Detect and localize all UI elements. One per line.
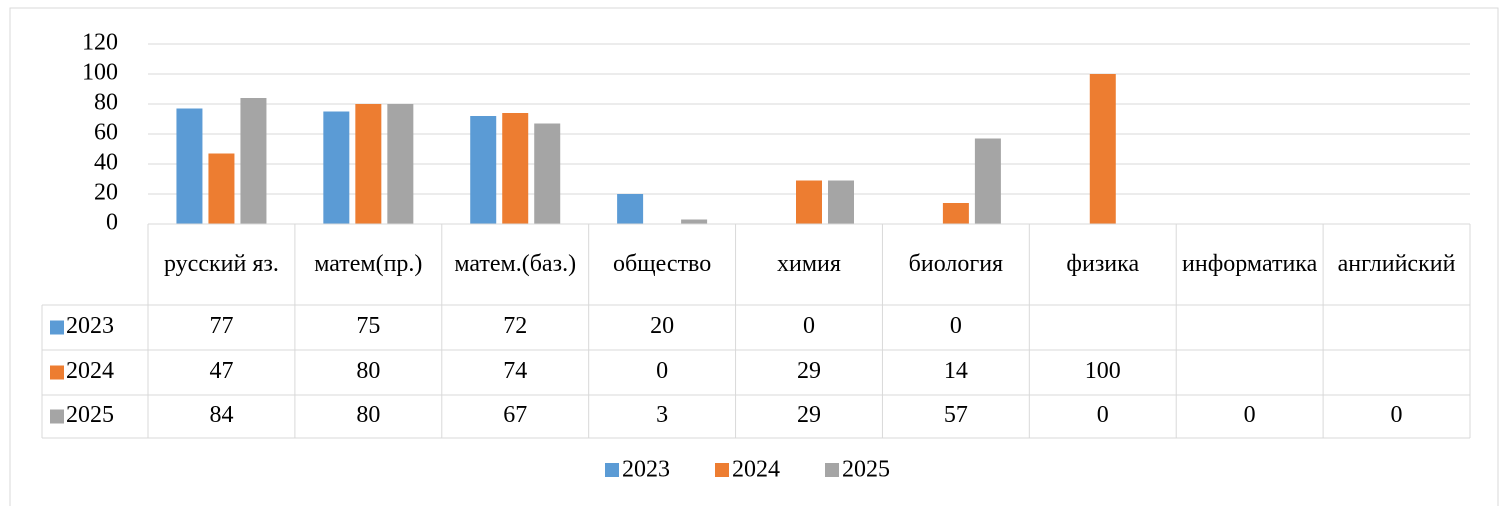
table-value: 72: [503, 313, 527, 339]
series-name: 2024: [66, 358, 114, 384]
y-tick-label: 20: [94, 180, 118, 206]
table-value: 20: [650, 313, 674, 339]
bar: [470, 116, 497, 224]
category-label: информатика: [1182, 251, 1318, 277]
chart-border: [9, 7, 1499, 506]
bar: [387, 104, 414, 224]
y-tick-label: 60: [94, 120, 118, 146]
table-value: 0: [1097, 402, 1109, 428]
series-name: 2025: [66, 402, 114, 428]
table-value: 80: [356, 402, 380, 428]
bar: [681, 219, 708, 224]
bar: [502, 113, 529, 224]
bar: [617, 194, 644, 224]
bar: [796, 180, 822, 224]
bar: [828, 180, 854, 224]
table-value: 0: [656, 358, 668, 384]
category-label: физика: [1066, 251, 1140, 277]
bar: [942, 203, 969, 224]
table-value: 3: [656, 402, 668, 428]
table-value: 80: [356, 358, 380, 384]
table-value: 0: [950, 313, 962, 339]
table-value: 0: [1391, 402, 1403, 428]
legend-label: 2024: [732, 457, 780, 483]
table-value: 100: [1085, 358, 1121, 384]
category-label: биология: [908, 251, 1004, 277]
legend-key: [50, 365, 64, 380]
y-tick-label: 40: [94, 150, 118, 176]
y-tick-label: 120: [82, 30, 118, 56]
table-value: 57: [944, 402, 968, 428]
legend-key: [605, 463, 619, 477]
table-value: 29: [797, 402, 821, 428]
legend-label: 2025: [842, 457, 890, 483]
table-value: 74: [503, 358, 527, 384]
table-value: 67: [503, 402, 527, 428]
category-label: матем.(баз.): [454, 251, 577, 277]
legend-key: [50, 320, 64, 335]
category-label: матем(пр.): [314, 251, 423, 277]
bar: [323, 111, 350, 224]
legend-label: 2023: [622, 457, 670, 483]
category-label: русский яз.: [164, 251, 279, 277]
bar: [208, 153, 235, 224]
table-value: 77: [209, 313, 233, 339]
table-value: 47: [209, 358, 233, 384]
table-value: 84: [209, 402, 233, 428]
table-value: 0: [803, 313, 815, 339]
table-value: 29: [797, 358, 821, 384]
table-value: 14: [944, 358, 968, 384]
category-label: английский: [1337, 251, 1456, 277]
legend-key: [50, 409, 64, 424]
legend-key: [715, 463, 729, 477]
y-tick-label: 80: [94, 90, 118, 116]
y-tick-label: 100: [82, 60, 118, 86]
y-tick-label: 0: [106, 210, 118, 236]
bar: [974, 138, 1001, 224]
legend-key: [825, 463, 839, 477]
bar: [176, 108, 203, 224]
table-value: 75: [356, 313, 380, 339]
series-name: 2023: [66, 313, 114, 339]
bar: [240, 98, 267, 224]
bar: [355, 104, 382, 224]
category-label: общество: [612, 251, 712, 277]
category-label: химия: [777, 251, 841, 277]
table-value: 0: [1244, 402, 1256, 428]
bar: [534, 123, 561, 224]
bar: [1089, 74, 1116, 224]
